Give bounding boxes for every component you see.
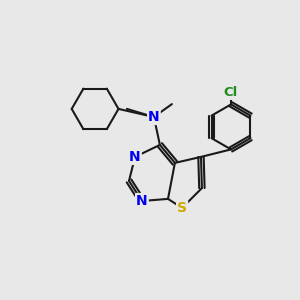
Text: N: N — [136, 194, 148, 208]
Text: N: N — [148, 110, 160, 124]
Text: Cl: Cl — [224, 86, 238, 99]
Text: S: S — [177, 201, 187, 215]
Text: N: N — [129, 150, 141, 164]
